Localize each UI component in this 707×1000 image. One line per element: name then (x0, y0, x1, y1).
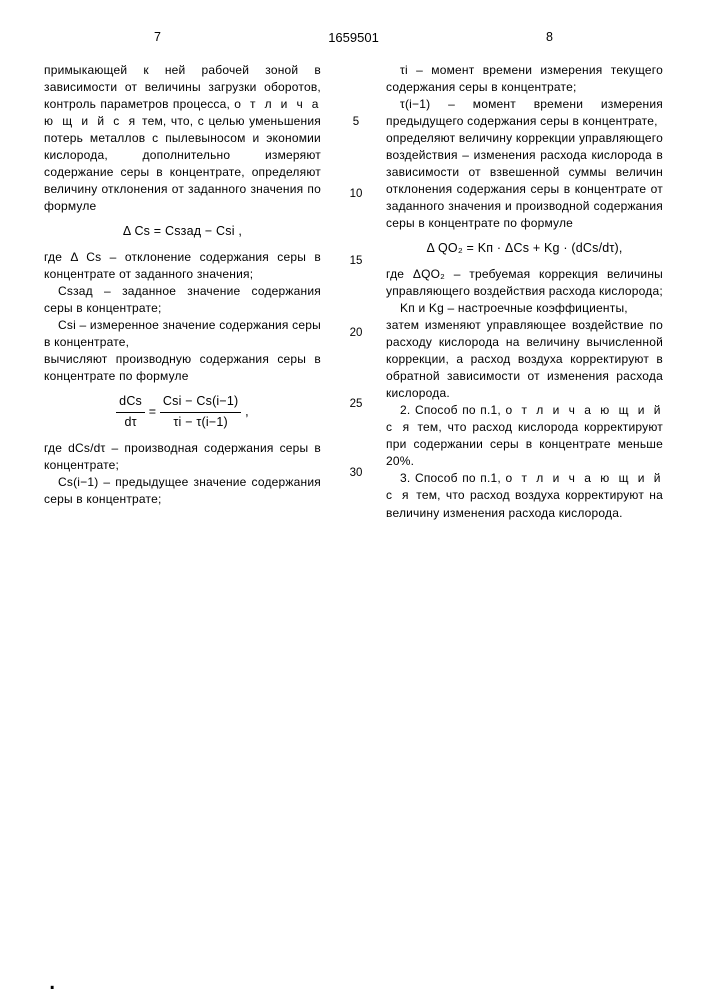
formula-2: dCs dτ = Csi − Cs(i−1) τi − τ(i−1) , (44, 393, 321, 432)
line-no: 15 (346, 255, 366, 267)
frac-den: dτ (116, 413, 145, 432)
frac-num: Csi − Cs(i−1) (160, 393, 242, 413)
claim-2: 2. Способ по п.1, о т л и ч а ю щ и й с … (386, 402, 663, 470)
formula-1: Δ Cs = Csзад − Csi , (44, 223, 321, 241)
line-no: 10 (346, 188, 366, 200)
page-number-right: 8 (546, 30, 553, 44)
frac-num: dCs (116, 393, 145, 413)
text: 2. Способ по п.1, (400, 403, 505, 417)
def-3a: τi – момент времени измерения текущего с… (386, 62, 663, 96)
left-para-2: вычисляют производную содержания серы в … (44, 351, 321, 385)
frac-den: τi − τ(i−1) (160, 413, 242, 432)
text: тем, что расход кислорода корректируют п… (386, 420, 663, 468)
line-no: 30 (346, 467, 366, 479)
frac-right: Csi − Cs(i−1) τi − τ(i−1) (160, 393, 242, 432)
right-para-4: затем изменяют управляющее воздействие п… (386, 317, 663, 402)
equals: = (149, 405, 160, 419)
frac-left: dCs dτ (116, 393, 145, 432)
def-2a: где dCs/dτ – производная содержания серы… (44, 440, 321, 474)
left-column: примыкающей к ней рабочей зоной в зависи… (44, 62, 321, 522)
formula-3: Δ QO₂ = Kп · ΔCs + Kg · (dCs/dτ), (386, 240, 663, 258)
page: 7 1659501 8 примыкающей к ней рабочей зо… (0, 0, 707, 1000)
right-para-3: определяют величину коррекции управляюще… (386, 130, 663, 232)
line-number-gutter: 5 10 15 20 25 30 (341, 62, 366, 522)
columns: примыкающей к ней рабочей зоной в зависи… (44, 62, 663, 522)
header: 7 1659501 8 (44, 30, 663, 58)
line-no: 25 (346, 398, 366, 410)
left-para-1: примыкающей к ней рабочей зоной в зависи… (44, 62, 321, 215)
def-4b: Kп и Kg – настроечные коэффициенты, (386, 300, 663, 317)
tail: , (245, 405, 249, 419)
def-1a: где Δ Cs – отклонение содержания серы в … (44, 249, 321, 283)
text: 3. Способ по п.1, (400, 471, 505, 485)
line-no: 20 (346, 327, 366, 339)
text: тем, что, с целью уменьшения потерь мета… (44, 114, 321, 213)
line-no: 5 (346, 116, 366, 128)
def-3b: τ(i−1) – момент времени измерения предыд… (386, 96, 663, 130)
document-number: 1659501 (44, 30, 663, 45)
right-column: τi – момент времени измерения текущего с… (386, 62, 663, 522)
def-1c: Csi – измеренное значение содержания сер… (44, 317, 321, 351)
claim-3: 3. Способ по п.1, о т л и ч а ю щ и й с … (386, 470, 663, 521)
def-1b: Csзад – заданное значение содержания сер… (44, 283, 321, 317)
text: тем, что расход воздуха корректируют на … (386, 488, 663, 519)
def-4a: где ΔQO₂ – требуемая коррекция величины … (386, 266, 663, 300)
def-2b: Cs(i−1) – предыдущее значение содержания… (44, 474, 321, 508)
